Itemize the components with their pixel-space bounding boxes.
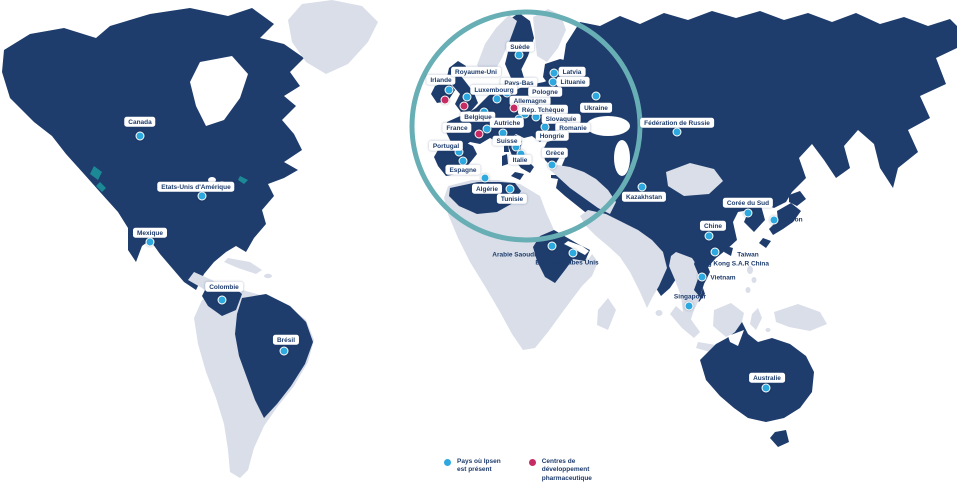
country-label-hongrie: Hongrie xyxy=(535,130,569,142)
presence-dot-royaume-uni xyxy=(462,92,472,102)
presence-dot-france xyxy=(482,124,492,134)
presence-dot-federation-de-russie xyxy=(672,127,682,137)
country-label-etats-unis-d-amerique: Etats-Unis d'Amérique xyxy=(157,181,235,193)
southeast-asia-islands xyxy=(670,266,827,356)
presence-dot-hong-kong-s-a-r-china xyxy=(710,247,720,257)
country-label-irlande: Irlande xyxy=(426,74,456,86)
country-label-japon: Japon xyxy=(783,216,803,224)
presence-dot-suede xyxy=(514,50,524,60)
country-label-emirats-arabes-unis: Émirats Arabes Unis xyxy=(535,259,599,267)
country-label-australie: Australie xyxy=(749,372,785,384)
country-label-kazakhstan: Kazakhstan xyxy=(621,191,667,203)
japan xyxy=(759,191,806,248)
presence-dot-coree-du-sud xyxy=(743,208,753,218)
legend: Pays où Ipsen est présent Centres de dév… xyxy=(444,458,592,483)
country-label-lituanie: Lituanie xyxy=(556,76,590,88)
country-label-hong-kong-s-a-r-china: Hong Kong S.A.R China xyxy=(694,260,770,268)
country-label-ukraine: Ukraine xyxy=(580,102,612,114)
presence-dot-chine xyxy=(704,231,714,241)
country-label-coree-du-sud: Corée du Sud xyxy=(722,197,774,209)
europe-magnifier-circle xyxy=(409,9,643,243)
presence-dot-kazakhstan xyxy=(637,182,647,192)
presence-dot-tunisie xyxy=(505,184,515,194)
presence-dot-arabie-saoudite xyxy=(547,241,557,251)
rnd-dot-irlande xyxy=(440,95,450,105)
presence-dot-algerie xyxy=(480,173,490,183)
country-label-suede: Suède xyxy=(506,41,534,53)
country-label-portugal: Portugal xyxy=(428,140,464,152)
presence-dot-bresil xyxy=(279,346,289,356)
country-label-allemagne: Allemagne xyxy=(509,95,551,107)
country-label-rep-tcheque: Rép. Tchèque xyxy=(517,104,569,116)
country-label-federation-de-russie: Fédération de Russie xyxy=(640,117,714,129)
country-label-romanie: Romanie xyxy=(555,122,591,134)
country-label-pays-bas: Pays-Bas xyxy=(500,77,538,89)
presence-dot-australie xyxy=(761,383,771,393)
legend-item-presence: Pays où Ipsen est présent xyxy=(444,458,501,483)
country-label-espagne: Espagne xyxy=(445,164,481,176)
rnd-dot-icon xyxy=(528,459,536,466)
presence-dot-emirats-arabes-unis xyxy=(568,248,578,258)
country-label-taiwan: Taiwan xyxy=(737,251,759,259)
presence-dot-ukraine xyxy=(591,91,601,101)
presence-dot-canada xyxy=(135,131,145,141)
legend-label-presence: Pays où Ipsen est présent xyxy=(457,458,501,474)
country-label-luxembourg: Luxembourg xyxy=(470,84,518,96)
country-label-chine: Chine xyxy=(699,220,727,232)
greenland xyxy=(288,0,378,74)
country-label-pologne: Pologne xyxy=(528,86,562,98)
presence-dot-vietnam xyxy=(697,272,707,282)
country-label-singapour: Singapour xyxy=(673,293,707,301)
presence-dot-singapour xyxy=(684,301,694,311)
presence-dot-japon xyxy=(769,215,779,225)
legend-label-rnd-centres: Centres de développement pharmaceutique xyxy=(541,458,592,482)
country-label-italie: Italie xyxy=(508,154,532,166)
country-label-bresil: Brésil xyxy=(272,334,300,346)
country-label-slovaquie: Slovaquie xyxy=(541,113,581,125)
country-label-tunisie: Tunisie xyxy=(496,193,528,205)
country-label-belgique: Belgique xyxy=(460,111,496,123)
country-label-grece: Grèce xyxy=(541,147,569,159)
country-label-latvia: Latvia xyxy=(558,66,586,78)
rnd-dot-france xyxy=(474,129,484,139)
presence-dot-grece xyxy=(547,160,557,170)
country-label-france: France xyxy=(442,122,472,134)
country-label-colombie: Colombie xyxy=(205,281,243,293)
country-label-autriche: Autriche xyxy=(489,117,525,129)
country-label-vietnam: Vietnam xyxy=(710,274,736,282)
country-label-suisse: Suisse xyxy=(492,135,522,147)
rnd-dot-allemagne xyxy=(509,103,519,113)
presence-dot-colombie xyxy=(217,295,227,305)
presence-dot-irlande xyxy=(444,85,454,95)
country-label-algerie: Algérie xyxy=(471,183,503,195)
country-label-canada: Canada xyxy=(124,116,156,128)
legend-item-rnd-centres: Centres de développement pharmaceutique xyxy=(528,458,592,483)
presence-dot-luxembourg xyxy=(492,94,502,104)
country-label-royaume-uni: Royaume-Uni xyxy=(451,66,501,78)
country-label-mexique: Mexique xyxy=(132,227,168,239)
continent-africa xyxy=(444,180,616,350)
presence-dot-mexique xyxy=(145,237,155,247)
presence-dot-icon xyxy=(444,459,451,466)
continent-australia xyxy=(700,322,814,447)
presence-dot-etats-unis-d-amerique xyxy=(197,191,207,201)
country-label-arabie-saoudite: Arabie Saoudite xyxy=(492,251,542,259)
presence-dot-latvia xyxy=(549,68,559,78)
rnd-dot-royaume-uni xyxy=(459,101,469,111)
